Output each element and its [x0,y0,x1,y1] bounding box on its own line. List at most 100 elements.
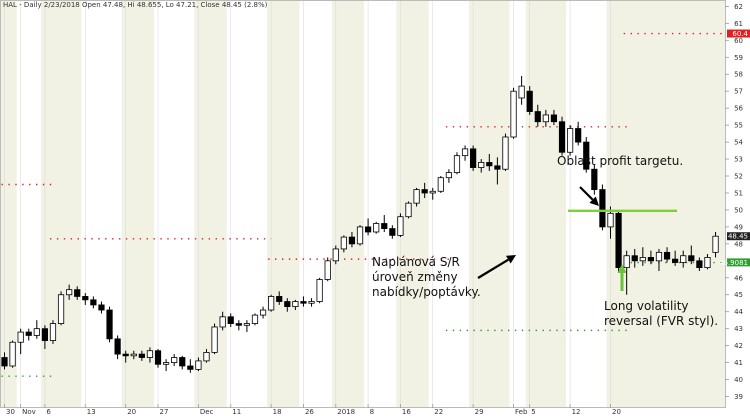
y-tick-label: 58 [734,71,743,79]
candle-body [389,228,396,236]
candle [599,184,606,231]
candle-body [518,85,525,99]
resistance-price-tag-bg [727,29,750,38]
candle-body [542,114,549,123]
x-tick-label: 26 [305,408,314,416]
y-tick-label: 56 [734,105,743,113]
candle-body [33,328,40,336]
candle-body [397,216,404,236]
candle [9,340,16,368]
x-tick-label: 8 [370,408,374,416]
candle-body [470,148,477,168]
candle [41,325,49,350]
candle [575,121,582,146]
target-arrow-shaft [579,186,594,201]
candle-body [17,331,24,343]
week-band [525,0,567,408]
candle-body [114,338,121,355]
candle-body [130,353,137,357]
x-tick-label: 16 [402,408,411,416]
candle [712,231,719,258]
candle-body [340,236,347,250]
candle [284,298,291,312]
candles [1,75,719,373]
candle-body [74,289,81,297]
candle-body [663,251,671,260]
y-tick-label: 43 [734,325,743,333]
week-band [267,0,300,408]
resistance-price-tag: 60.4 [727,29,750,38]
candle-body [211,326,218,353]
week-bands [0,0,725,408]
candle [17,328,24,355]
candle-body [558,121,566,153]
candle [680,250,687,268]
y-tick-label: 44 [734,308,743,316]
candle [437,176,444,193]
candle [558,116,566,156]
candle [106,306,113,343]
x-tick-label: 13 [87,408,96,416]
candle-body [227,316,234,324]
candle [373,221,380,234]
candle [57,291,65,326]
candle [130,350,137,360]
candle-body [526,90,533,112]
note-reversal-line-1: Long volatility [604,299,689,313]
x-tick-label: 27 [160,408,169,416]
candle-body [534,111,541,123]
candle-body [494,165,501,170]
candle [74,286,81,300]
candle [631,248,638,268]
support-price-tag-bg [727,258,750,267]
candle [688,245,695,265]
candle-body [49,323,57,341]
y-tick-label: 61 [734,20,743,28]
candle-body [332,248,339,262]
candle [187,359,194,373]
candle-body [187,365,194,370]
price-tags: 60.4 48.45 46.9081 [719,29,750,267]
candle-body [203,352,210,362]
candle-body [486,162,493,167]
note-sr-level: Naplánová S/R úroveň změny nabídky/poptá… [372,255,481,300]
week-band [121,0,154,408]
candle [429,187,436,200]
candle [235,320,242,331]
candle [138,350,145,361]
candle-body [429,190,436,194]
candle [332,245,339,265]
candle [615,209,622,273]
candle [66,284,73,300]
candle [98,301,105,314]
plot-frame [0,0,726,408]
candle-body [243,323,250,326]
candle [243,320,250,333]
candle-body [162,362,170,365]
candle-body [550,114,558,123]
candle [453,152,461,175]
candle [542,109,549,127]
last-price-tag: 48.45 [727,232,750,241]
candle-body [98,304,105,311]
y-tick-label: 48 [734,240,743,248]
y-tick-label: 54 [734,139,743,147]
date-axis: 30 Nov 6 13 20 27 Dec 11 18 26 2018 8 16 22 29 Feb 5 12 20 [4,404,621,416]
candle-body [599,189,606,228]
candle-body [41,328,49,341]
candle-body [179,357,186,367]
candle-body [478,162,485,168]
candle-body [57,294,65,324]
candle-body [9,341,16,367]
candle [534,104,541,127]
candle-body [364,226,372,233]
price-axis: 3940414243444546474849505152535455565758… [725,3,744,401]
candle [251,313,259,326]
candle-body [106,309,113,340]
y-tick-label: 39 [734,393,743,401]
candle [389,225,396,239]
note-reversal: Long volatility reversal (FVR styl). [604,299,718,329]
candle-body [122,353,129,357]
candle-body [195,360,202,370]
week-band [194,0,227,408]
